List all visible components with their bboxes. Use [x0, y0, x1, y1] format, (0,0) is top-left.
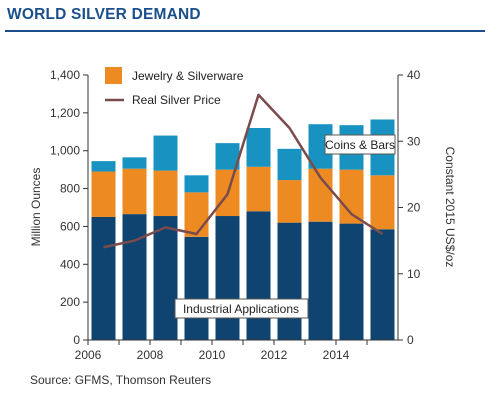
bar-industrial-applications-2015: [370, 229, 395, 340]
y2-tick-label: 0: [407, 333, 414, 347]
y2-tick-label: 10: [407, 267, 421, 281]
bar-coins-bars-2006: [91, 161, 116, 172]
bar-industrial-applications-2007: [122, 214, 147, 340]
bar-industrial-applications-2010: [215, 216, 240, 340]
bar-industrial-applications-2006: [91, 216, 116, 340]
legend-label-price: Real Silver Price: [132, 93, 221, 107]
bar-industrial-applications-2009: [184, 236, 209, 340]
bar-industrial-applications-2013: [308, 221, 333, 340]
bar-jewelry-silverware-2007: [122, 168, 147, 215]
bar-industrial-applications-2014: [339, 223, 364, 340]
y-tick-label: 400: [60, 257, 80, 271]
silver-demand-chart: 0 200 400 600 800 1,000 1,200 1,400 0 10 20 30 40 200…: [29, 67, 457, 362]
coins-callout-box: [324, 134, 396, 155]
y2-tick-label: 30: [407, 134, 421, 148]
y-tick-label: 0: [73, 333, 80, 347]
bar-coins-bars-2007: [122, 157, 147, 169]
title-rule: [5, 30, 485, 32]
bar-coins-bars-2008: [153, 135, 178, 171]
source-note: Source: GFMS, Thomson Reuters: [30, 373, 212, 387]
x-tick-label: 2008: [137, 348, 164, 362]
y2-axis-title: Constant 2015 US$/oz: [443, 147, 457, 268]
y-tick-label: 1,200: [50, 106, 80, 120]
bar-coins-bars-2009: [184, 175, 209, 193]
bar-jewelry-silverware-2015: [370, 175, 395, 230]
x-tick-label: 2012: [261, 348, 288, 362]
y-tick-label: 1,000: [50, 144, 80, 158]
y-axis-title: Million Ounces: [29, 168, 43, 247]
annotations-layer: Jewelry & Silverware Real Silver Price Coi…: [105, 67, 396, 319]
bar-jewelry-silverware-2006: [91, 171, 116, 217]
bar-coins-bars-2012: [277, 148, 302, 181]
x-tick-label: 2010: [199, 348, 226, 362]
price-line: [103, 93, 384, 249]
coins-callout-label: Coins & Bars: [325, 138, 395, 152]
y2-tick-label: 40: [407, 68, 421, 82]
legend-swatch-jewelry: [105, 67, 122, 84]
bar-jewelry-silverware-2008: [153, 170, 178, 217]
bar-coins-bars-2011: [246, 128, 271, 167]
x-tick-label: 2006: [75, 348, 102, 362]
bar-industrial-applications-2012: [277, 222, 302, 340]
y-tick-label: 800: [60, 182, 80, 196]
bars-layer: [91, 119, 395, 340]
legend-label-jewelry: Jewelry & Silverware: [132, 69, 244, 83]
bar-jewelry-silverware-2009: [184, 192, 209, 237]
x-tick-label: 2014: [323, 348, 350, 362]
bar-jewelry-silverware-2012: [277, 180, 302, 223]
industrial-callout-label: Industrial Applications: [183, 302, 299, 316]
bar-industrial-applications-2011: [246, 211, 271, 340]
y-tick-label: 1,400: [50, 68, 80, 82]
industrial-callout-box: [174, 298, 309, 319]
line-layer: [103, 93, 384, 249]
y-tick-label: 200: [60, 295, 80, 309]
axes-layer: 0 200 400 600 800 1,000 1,200 1,400 0 10 20 30 40 200…: [29, 68, 457, 362]
bar-jewelry-silverware-2011: [246, 166, 271, 212]
chart-title: WORLD SILVER DEMAND: [7, 6, 201, 23]
y2-tick-label: 20: [407, 201, 421, 215]
bar-industrial-applications-2008: [153, 216, 178, 340]
y-tick-label: 600: [60, 219, 80, 233]
